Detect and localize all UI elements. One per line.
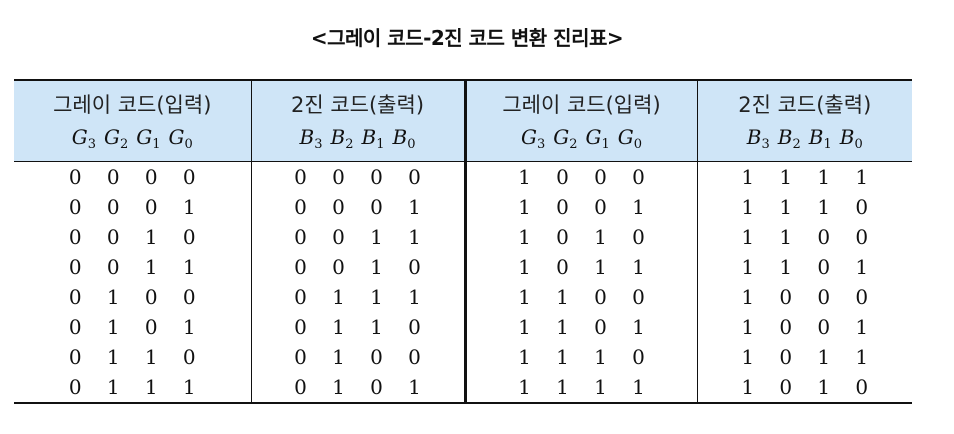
header-vars-gray-1: G3 G2 G1 G0 bbox=[14, 121, 251, 162]
header-vars-gray-2: G3 G2 G1 G0 bbox=[463, 121, 697, 162]
var-g3: G3 bbox=[71, 124, 96, 152]
header-binary-output-1: 2진 코드(출력) bbox=[250, 79, 465, 121]
var-b0: B0 bbox=[839, 124, 863, 152]
var-g2: G2 bbox=[553, 124, 578, 152]
header-gray-input-2: 그레이 코드(입력) bbox=[463, 79, 697, 121]
var-b0: B0 bbox=[392, 124, 416, 152]
var-b3: B3 bbox=[299, 124, 323, 152]
header-gray-input-1: 그레이 코드(입력) bbox=[14, 79, 251, 121]
header-vars-binary-1: B3 B2 B1 B0 bbox=[250, 121, 465, 162]
header-binary-output-2: 2진 코드(출력) bbox=[696, 79, 912, 121]
truth-table: 그레이 코드(입력) 2진 코드(출력) 그레이 코드(입력) 2진 코드(출력… bbox=[14, 79, 912, 404]
header-label-row: 그레이 코드(입력) 2진 코드(출력) 그레이 코드(입력) 2진 코드(출력… bbox=[14, 79, 912, 121]
header-vars-binary-2: B3 B2 B1 B0 bbox=[696, 121, 912, 162]
var-g0: G0 bbox=[168, 124, 193, 152]
var-g1: G1 bbox=[136, 124, 161, 152]
var-b3: B3 bbox=[746, 124, 770, 152]
var-b1: B1 bbox=[808, 124, 832, 152]
var-g3: G3 bbox=[520, 124, 546, 152]
page-title: <그레이 코드-2진 코드 변환 진리표> bbox=[310, 26, 624, 50]
var-b2: B2 bbox=[777, 124, 801, 152]
var-b2: B2 bbox=[330, 124, 354, 152]
truth-table-container: 그레이 코드(입력) 2진 코드(출력) 그레이 코드(입력) 2진 코드(출력… bbox=[14, 79, 912, 404]
var-g1: G1 bbox=[585, 124, 610, 152]
var-g0: G0 bbox=[617, 124, 643, 152]
header-variable-row: G3 G2 G1 G0 B3 B2 B1 B0 G3 G2 G1 G0 B3 B2 B1 B0 bbox=[14, 121, 912, 162]
var-b1: B1 bbox=[361, 124, 385, 152]
var-g2: G2 bbox=[103, 124, 129, 152]
